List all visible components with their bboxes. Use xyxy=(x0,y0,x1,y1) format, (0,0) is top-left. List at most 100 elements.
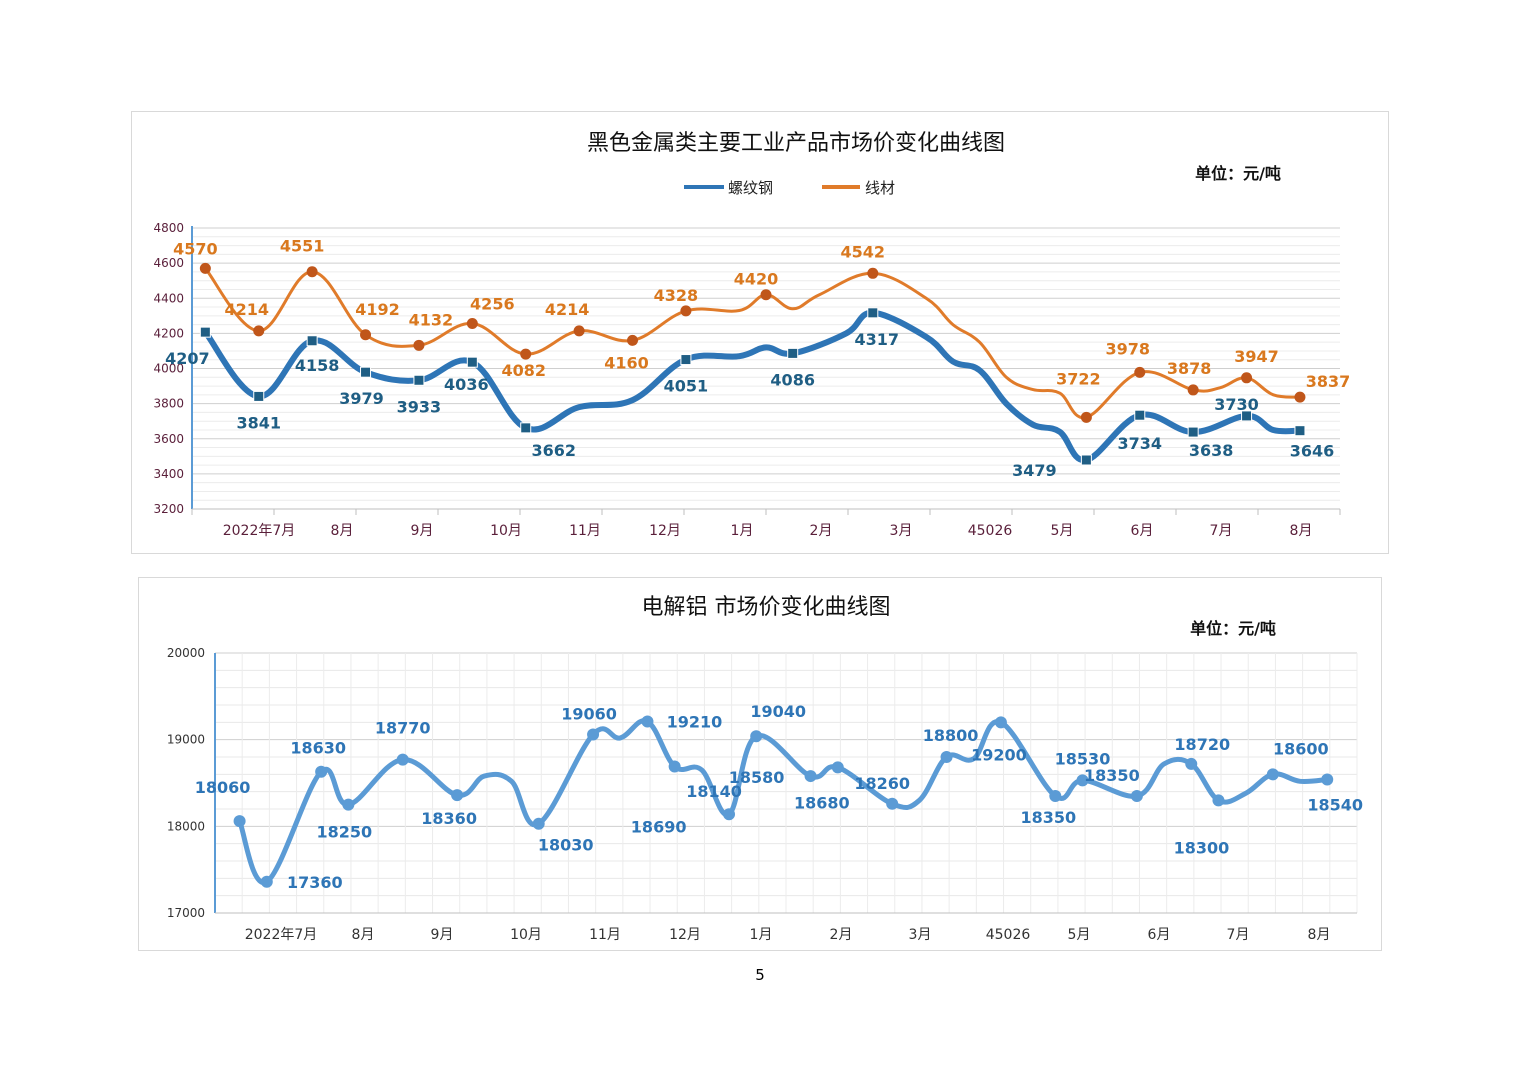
x-tick-label: 45026 xyxy=(986,927,1031,943)
data-point-rebar xyxy=(867,307,879,319)
x-tick-label: 2022年7月 xyxy=(245,927,318,943)
data-point-wire xyxy=(1134,366,1146,378)
data-point-rebar xyxy=(1241,410,1253,422)
data-point-rebar xyxy=(1134,409,1146,421)
x-tick-label: 2月 xyxy=(830,927,853,943)
data-point-rebar xyxy=(680,354,692,366)
axes: 17000 18000 19000 20000 2022年7月 8月 9月 10月 11月 12月… xyxy=(167,646,1357,943)
data-point-rebar xyxy=(253,390,265,402)
data-point-rebar xyxy=(306,335,318,347)
data-point-rebar xyxy=(360,366,372,378)
axes: 3200 3400 3600 3800 4000 4200 4400 4600 4800 2022… xyxy=(153,221,1341,539)
x-tick-label: 10月 xyxy=(490,523,522,539)
x-tick-label: 9月 xyxy=(411,523,434,539)
y-tick-label: 3200 xyxy=(153,502,184,516)
data-label-wire: 4214 xyxy=(545,300,590,319)
data-labels: 18060 17360 18630 18250 18770 18360 18030 19060… xyxy=(195,702,1363,892)
aluminum-price-chart: 电解铝 市场价变化曲线图 单位：元/吨 17000 18000 19000 20000… xyxy=(138,577,1382,951)
x-tick-label: 5月 xyxy=(1068,927,1091,943)
data-label-rebar: 3638 xyxy=(1189,441,1234,460)
y-tick-label: 3400 xyxy=(153,467,184,481)
data-label-aluminum: 19060 xyxy=(561,704,617,723)
data-label-aluminum: 18530 xyxy=(1055,749,1111,768)
y-tick-label: 4400 xyxy=(153,291,184,305)
data-label-rebar: 3662 xyxy=(531,441,576,460)
data-point-rebar xyxy=(1294,425,1306,437)
x-tick-label: 8月 xyxy=(1308,927,1331,943)
x-tick-label: 6月 xyxy=(1131,523,1154,539)
data-point-rebar xyxy=(413,374,425,386)
data-label-aluminum: 18250 xyxy=(317,823,373,842)
data-label-rebar: 3734 xyxy=(1118,434,1163,453)
x-tick-label: 3月 xyxy=(909,927,932,943)
x-tick-label: 3月 xyxy=(890,523,913,539)
data-label-rebar: 3841 xyxy=(236,413,281,432)
data-point-rebar xyxy=(1080,454,1092,466)
data-point-rebar xyxy=(466,356,478,368)
data-label-aluminum: 18770 xyxy=(375,719,431,738)
data-label-aluminum: 18580 xyxy=(729,768,785,787)
data-point-wire xyxy=(1187,384,1199,396)
y-tick-label: 20000 xyxy=(167,646,205,660)
x-tick-label: 7月 xyxy=(1227,927,1250,943)
data-label-aluminum: 18800 xyxy=(923,726,979,745)
data-label-aluminum: 18680 xyxy=(794,793,850,812)
data-label-aluminum: 18030 xyxy=(538,836,594,855)
data-label-aluminum: 18260 xyxy=(854,774,910,793)
data-point-wire xyxy=(627,334,639,346)
data-point-wire xyxy=(760,289,772,301)
data-point-wire xyxy=(466,318,478,330)
data-label-wire: 4214 xyxy=(224,300,269,319)
x-tick-label: 6月 xyxy=(1148,927,1171,943)
unit-label: 单位：元/吨 xyxy=(1195,164,1281,183)
chart-title: 电解铝 市场价变化曲线图 xyxy=(642,595,891,620)
x-tick-label: 10月 xyxy=(510,927,542,943)
data-point-aluminum xyxy=(750,730,763,743)
data-label-wire: 4256 xyxy=(470,295,515,314)
y-tick-label: 18000 xyxy=(167,819,205,833)
data-point-aluminum xyxy=(1266,768,1279,781)
y-tick-label: 3800 xyxy=(153,397,184,411)
data-label-rebar: 3933 xyxy=(397,397,442,416)
data-point-aluminum xyxy=(1049,790,1062,802)
data-label-rebar: 3730 xyxy=(1214,395,1259,414)
x-tick-label: 11月 xyxy=(569,523,601,539)
y-tick-label: 19000 xyxy=(167,733,205,747)
data-label-wire: 4160 xyxy=(604,353,649,372)
data-point-aluminum xyxy=(641,715,654,728)
data-label-wire: 4570 xyxy=(173,239,218,258)
data-point-rebar xyxy=(1187,426,1199,438)
y-tick-label: 4600 xyxy=(153,256,184,270)
data-point-wire xyxy=(520,348,532,360)
y-tick-label: 4200 xyxy=(153,326,184,340)
series-lines xyxy=(199,262,1306,466)
data-label-rebar: 4051 xyxy=(664,377,709,396)
aluminum-price-chart-svg: 电解铝 市场价变化曲线图 单位：元/吨 17000 18000 19000 20000… xyxy=(167,595,1363,943)
data-label-aluminum: 18360 xyxy=(421,809,477,828)
data-point-aluminum xyxy=(587,728,600,741)
data-point-wire xyxy=(253,325,265,337)
x-tick-label: 5月 xyxy=(1051,523,1074,539)
data-label-aluminum: 18350 xyxy=(1084,766,1140,785)
data-point-wire xyxy=(1294,391,1306,403)
data-label-aluminum: 18140 xyxy=(686,782,742,801)
data-label-aluminum: 18540 xyxy=(1307,796,1363,815)
data-point-aluminum xyxy=(1130,790,1143,802)
data-label-aluminum: 18060 xyxy=(195,778,251,797)
data-label-wire: 4082 xyxy=(501,361,546,380)
data-point-aluminum xyxy=(804,770,817,783)
x-tick-label: 1月 xyxy=(750,927,773,943)
data-point-aluminum xyxy=(886,797,899,810)
data-label-wire: 3947 xyxy=(1234,347,1279,366)
x-tick-label: 2022年7月 xyxy=(223,523,296,539)
data-label-rebar: 4086 xyxy=(770,370,815,389)
data-point-aluminum xyxy=(342,798,355,811)
data-point-aluminum xyxy=(532,817,545,830)
data-point-aluminum xyxy=(451,789,464,802)
data-label-rebar: 3979 xyxy=(339,389,384,408)
data-label-rebar: 4207 xyxy=(165,349,210,368)
data-label-wire: 3878 xyxy=(1167,359,1212,378)
data-point-wire xyxy=(360,329,372,341)
data-point-aluminum xyxy=(994,716,1007,729)
